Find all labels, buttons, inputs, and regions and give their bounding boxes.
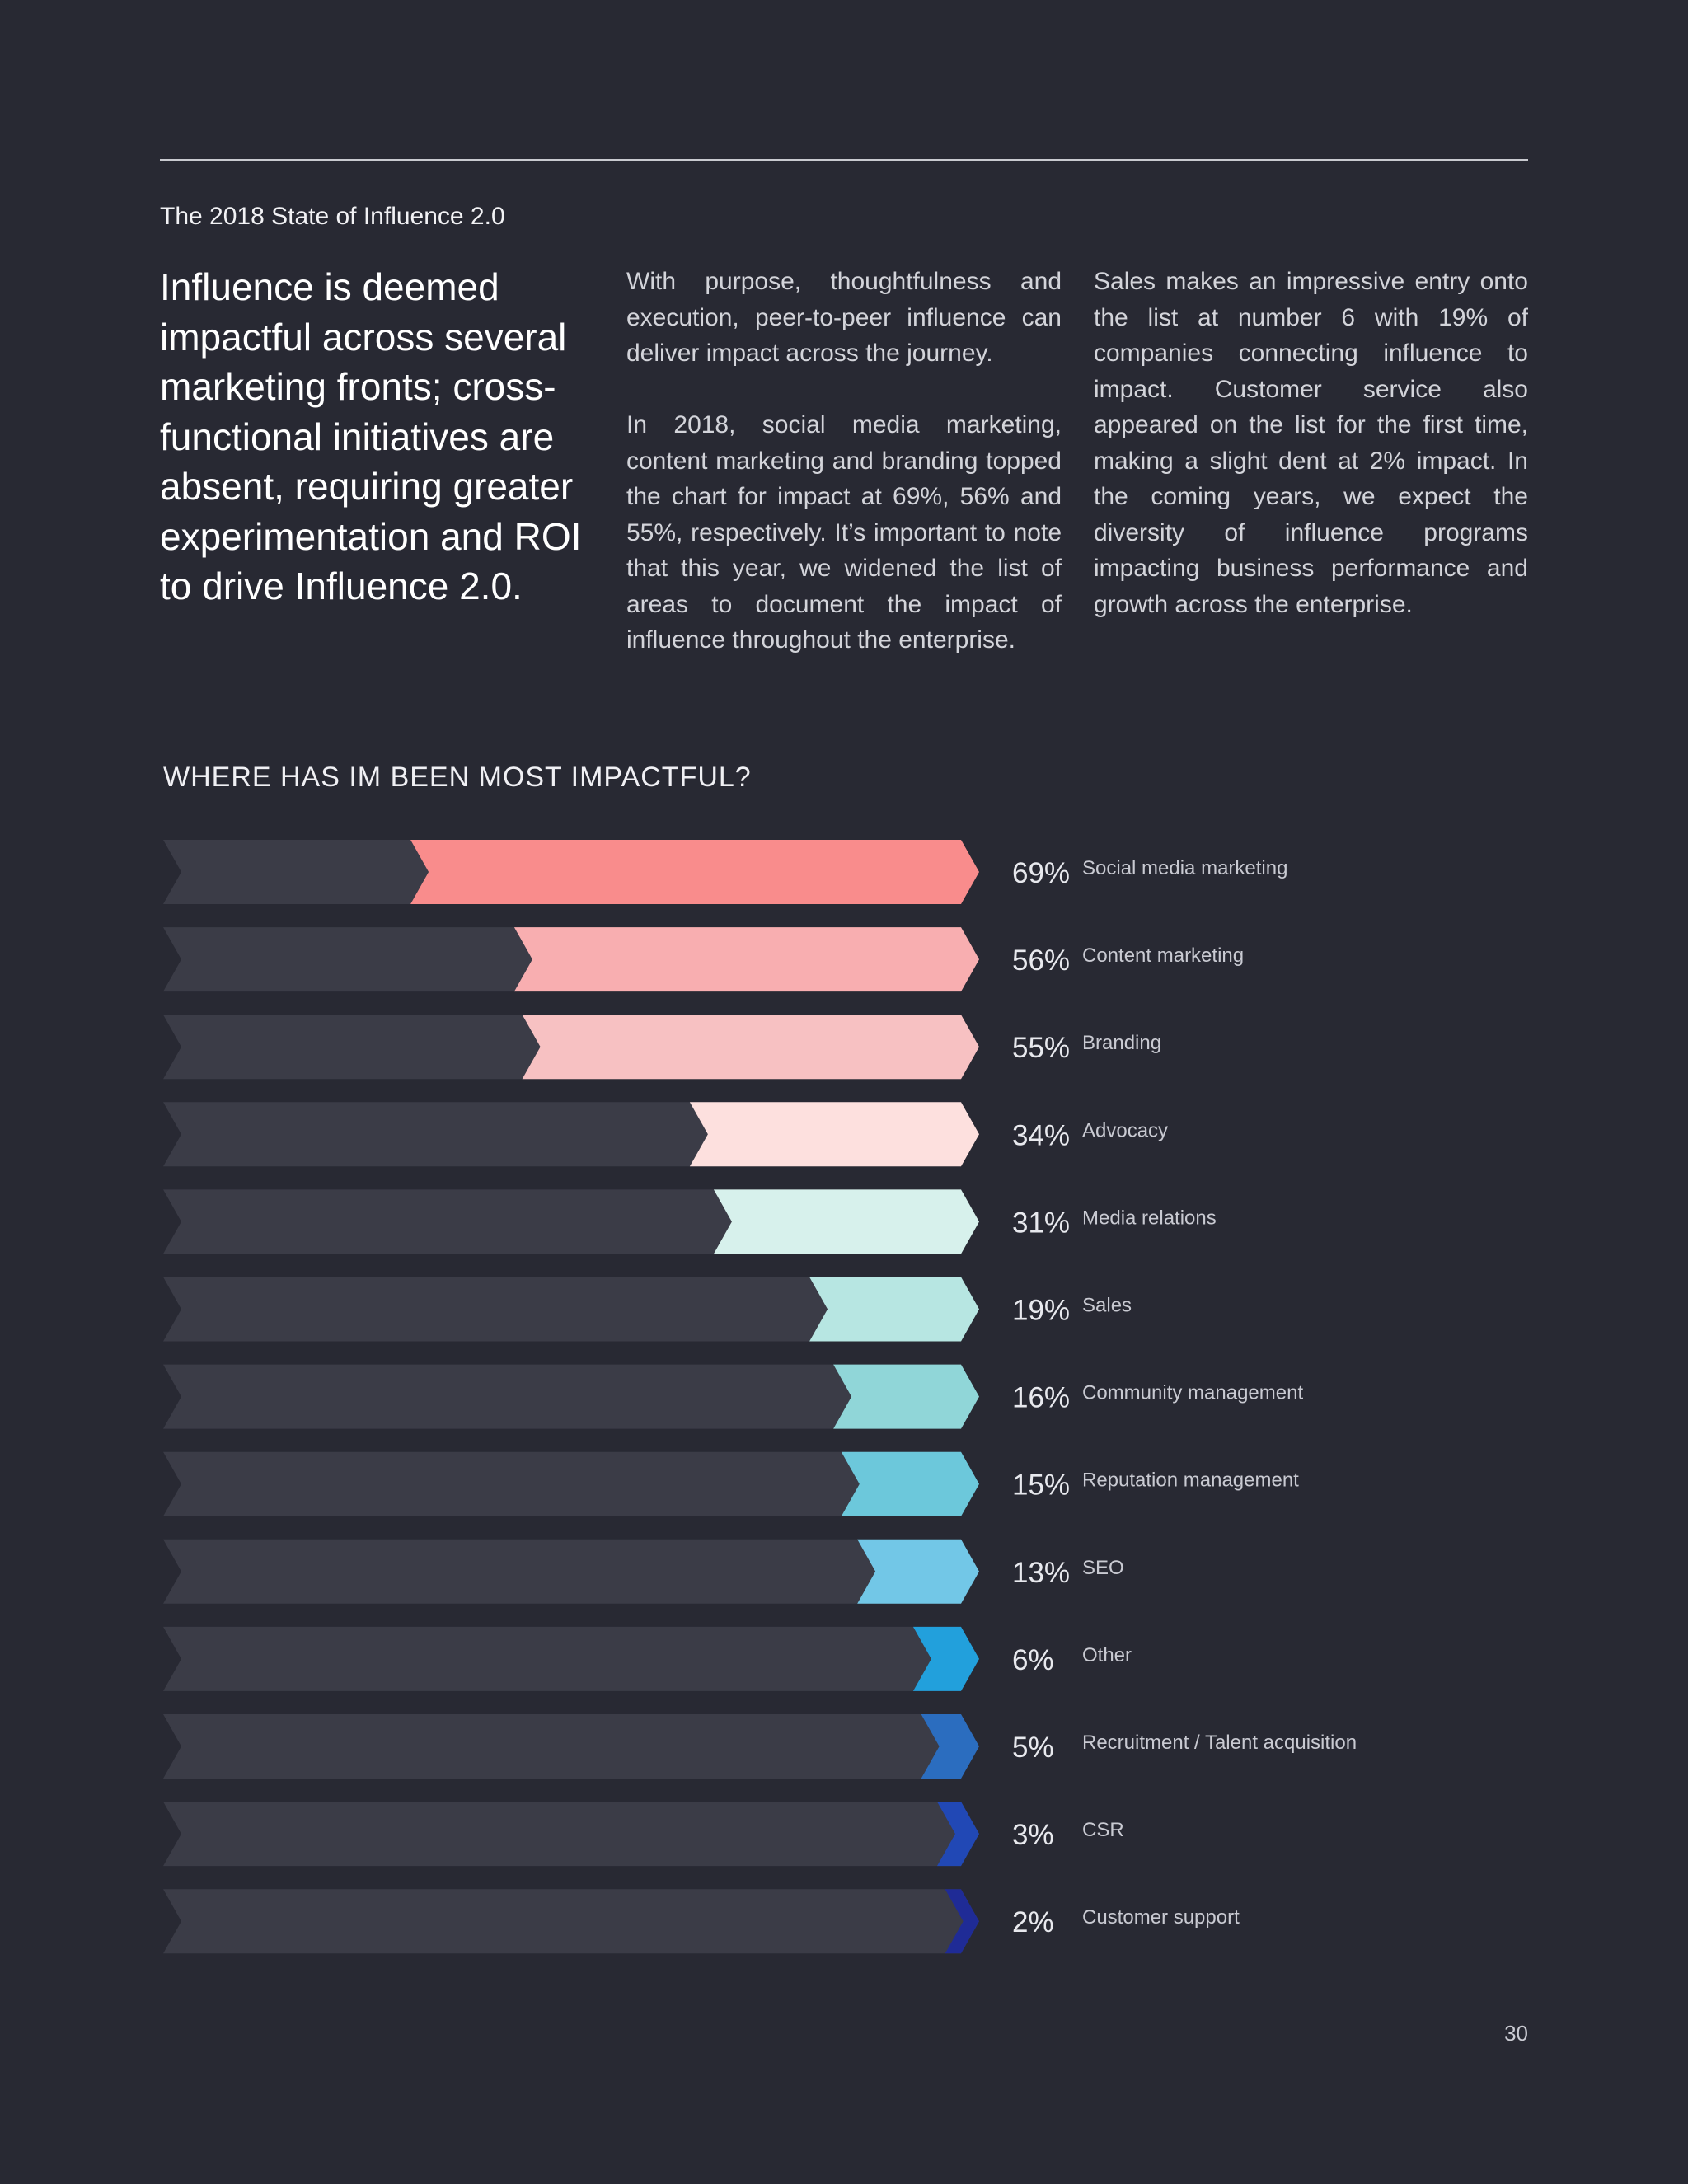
data-label: 34% [1012,1119,1070,1151]
bar [833,1364,979,1429]
data-label: 16% [1012,1382,1070,1414]
headline: Influence is deemed impactful across sev… [160,265,582,607]
bar-track [163,1802,979,1867]
bar-track [163,1277,979,1342]
bar-row: 2% Customer support [163,1889,1240,1954]
bar-track [163,1364,979,1429]
data-label: 5% [1012,1732,1054,1764]
bar-row: 6% Other [163,1626,1132,1691]
bar-track [163,1539,979,1604]
bar [713,1189,979,1254]
bar-track [163,1889,979,1954]
category-label: Customer support [1082,1906,1240,1929]
bar-row: 31% Media relations [163,1189,1217,1254]
category-label: Recruitment / Talent acquisition [1082,1732,1357,1754]
body-paragraph: With purpose, thoughtfulness and executi… [626,268,1062,367]
data-label: 13% [1012,1557,1070,1589]
category-label: Media relations [1082,1207,1217,1229]
page-number: 30 [1504,2021,1528,2046]
bar [945,1889,979,1954]
bar-row: 69% Social media marketing [163,840,1287,904]
report-kicker: The 2018 State of Influence 2.0 [160,203,505,230]
data-label: 2% [1012,1906,1054,1938]
bar-row: 34% Advocacy [163,1102,1168,1167]
category-label: Other [1082,1644,1132,1666]
bar-row: 5% Recruitment / Talent acquisition [163,1714,1357,1779]
data-label: 3% [1012,1819,1054,1851]
category-label: Sales [1082,1295,1132,1317]
category-label: Branding [1082,1032,1161,1054]
bar-track [163,1451,979,1516]
bar [921,1714,979,1779]
data-label: 69% [1012,857,1070,889]
category-label: Community management [1082,1382,1303,1404]
data-label: 6% [1012,1644,1054,1676]
data-label: 19% [1012,1295,1070,1327]
bar-row: 13% SEO [163,1539,1124,1604]
bar-track [163,1626,979,1691]
bar [522,1015,979,1080]
bar-row: 56% Content marketing [163,927,1244,992]
category-label: Social media marketing [1082,857,1287,879]
category-label: Content marketing [1082,944,1244,967]
body-paragraph: Sales makes an impressive entry onto the… [1094,268,1528,618]
bar-row: 16% Community management [163,1364,1303,1429]
bar-row: 3% CSR [163,1802,1124,1867]
body-paragraph: In 2018, social media marketing, content… [626,411,1062,654]
bar [410,840,980,904]
data-label: 15% [1012,1469,1070,1502]
category-label: Reputation management [1082,1469,1299,1492]
bar [841,1451,979,1516]
bar [513,927,979,992]
header-rule [160,159,1528,161]
bar-row: 55% Branding [163,1015,1161,1080]
bar-row: 19% Sales [163,1277,1132,1342]
bar [689,1102,979,1167]
bar [857,1539,979,1604]
category-label: CSR [1082,1819,1124,1841]
data-label: 55% [1012,1032,1070,1064]
bar-row: 15% Reputation management [163,1451,1299,1516]
chart-title: WHERE HAS IM BEEN MOST IMPACTFUL? [163,762,752,793]
body-column-1: With purpose, thoughtfulness and executi… [626,264,1062,658]
data-label: 31% [1012,1207,1070,1239]
category-label: SEO [1082,1557,1124,1579]
body-column-2: Sales makes an impressive entry onto the… [1094,264,1528,622]
bar [912,1626,979,1691]
category-label: Advocacy [1082,1119,1168,1141]
data-label: 56% [1012,944,1070,977]
bar [936,1802,979,1867]
bar [809,1277,979,1342]
bar-track [163,1714,979,1779]
